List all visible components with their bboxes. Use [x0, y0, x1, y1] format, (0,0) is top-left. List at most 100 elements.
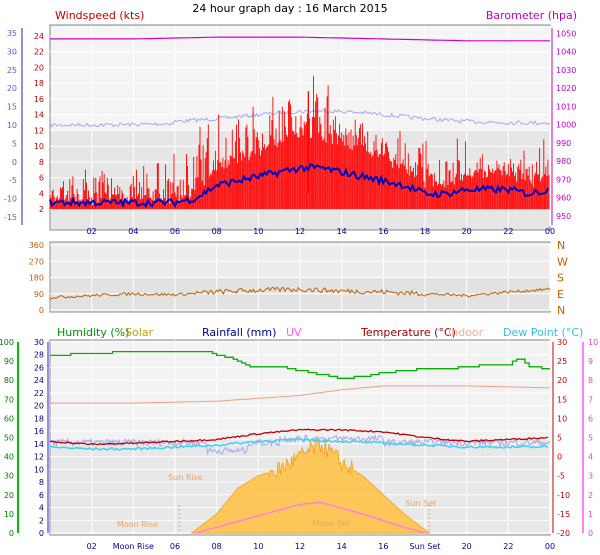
humidity-tick-label: 60	[4, 414, 14, 423]
legend-uv: UV	[286, 326, 302, 339]
temperature-axis: -20 -15 -10 -5 0 5 10 15 20 25 30	[552, 338, 570, 538]
astronomy-label: Sun Rise	[168, 473, 203, 482]
windspeed-tick-label: 10	[34, 142, 44, 151]
uv-tick-label: 7	[588, 395, 593, 404]
hour-tick-label: 16	[378, 542, 388, 551]
uv-tick-label: 1	[588, 510, 593, 519]
windspeed-tick-label: 14	[34, 111, 44, 120]
astronomy-annotations: Sun Rise Moon Rise Moon Set Sun Set	[117, 473, 436, 533]
compass-tick-label: S	[557, 272, 564, 285]
windspeed-tick-label: 20	[34, 63, 44, 72]
hour-tick-label: 14	[337, 227, 347, 236]
barometer-tick-label: 950	[556, 212, 571, 221]
hour-tick-label: 02	[87, 227, 97, 236]
windspeed-tick-label: 16	[34, 95, 44, 104]
compass-tick-label: N	[557, 304, 565, 317]
legend-solar: Solar	[125, 326, 154, 339]
windspeed-tick-label: 24	[34, 32, 44, 41]
windspeed-tick-label: 6	[39, 174, 44, 183]
wind-series	[49, 36, 551, 210]
hour-tick-label: 16	[378, 227, 388, 236]
outer-tick-label: 30	[7, 47, 17, 56]
rainfall-tick-label: 28	[34, 351, 44, 360]
direction-series	[50, 286, 551, 300]
weather-series	[49, 350, 551, 534]
barometer-axis-label: Barometer (hpa)	[486, 9, 577, 22]
humidity-tick-label: 90	[4, 357, 14, 366]
barometer-tick-label: 990	[556, 139, 571, 148]
temperature-tick-label: 10	[557, 414, 567, 423]
uv-tick-label: 0	[588, 529, 593, 538]
hour-tick-label: 12	[295, 542, 305, 551]
outer-axis-trace	[49, 109, 551, 128]
temperature-tick-label: 30	[557, 338, 567, 347]
direction-tick-label: 0	[39, 306, 44, 315]
rainfall-tick-label: 2	[39, 516, 44, 525]
barometer-line	[50, 36, 550, 42]
hour-tick-label: 22	[503, 227, 513, 236]
barometer-tick-label: 1000	[556, 121, 576, 130]
outer-tick-label: 25	[7, 66, 17, 75]
indoor-temperature-line	[50, 385, 551, 404]
hour-tick-label: 12	[295, 227, 305, 236]
direction-panel-grid	[50, 243, 551, 311]
rainfall-tick-label: 26	[34, 363, 44, 372]
windspeed-tick-label: 2	[39, 205, 44, 214]
barometer-tick-label: 1030	[556, 66, 576, 75]
hour-tick-label: 04	[128, 227, 138, 236]
rainfall-tick-label: 4	[39, 504, 44, 513]
temperature-tick-label: -10	[557, 491, 570, 500]
rainfall-tick-label: 16	[34, 427, 44, 436]
outer-tick-label: -15	[4, 213, 17, 222]
hour-tick-label: 20	[462, 542, 472, 551]
hour-tick-label: Sun Set	[410, 542, 441, 551]
outer-axis: -15 -10 -5 0 5 10 15 20 25 30 35	[4, 28, 23, 225]
barometer-tick-label: 1050	[556, 29, 576, 38]
windspeed-tick-label: 12	[34, 126, 44, 135]
hour-tick-label: 18	[420, 227, 430, 236]
uv-tick-label: 4	[588, 453, 593, 462]
hour-tick-label: 06	[170, 227, 180, 236]
direction-tick-label: 270	[29, 257, 44, 266]
windspeed-tick-label: 18	[34, 79, 44, 88]
outer-tick-label: 15	[7, 103, 17, 112]
legend-humidity: Humidity (%)	[57, 326, 129, 339]
temperature-tick-label: 25	[557, 357, 567, 366]
rainfall-tick-label: 22	[34, 389, 44, 398]
uv-tick-label: 5	[588, 434, 593, 443]
humidity-tick-label: 40	[4, 453, 14, 462]
uv-tick-label: 10	[588, 338, 598, 347]
hour-tick-label: 02	[87, 542, 97, 551]
solar-area	[190, 435, 431, 534]
dew-point-line	[49, 437, 549, 451]
uv-line	[195, 501, 426, 534]
barometer-axis: 950 960 970 980 990 1000 1010 1020 1030 1040 1050	[551, 28, 576, 225]
astronomy-label: Moon Set	[313, 519, 350, 528]
barometer-tick-label: 980	[556, 157, 571, 166]
outer-tick-label: -5	[9, 176, 17, 185]
temperature-tick-label: 15	[557, 395, 567, 404]
windspeed-axis-label: Windspeed (kts)	[55, 9, 144, 22]
uv-axis: 0 1 2 3 4 5 6 7 8 9 10	[582, 338, 598, 538]
temperature-tick-label: 0	[557, 453, 562, 462]
legend-rainfall: Rainfall (mm)	[202, 326, 276, 339]
rainfall-tick-label: 0	[39, 529, 44, 538]
humidity-tick-label: 20	[4, 491, 14, 500]
temperature-line	[49, 428, 549, 446]
legend-dewpoint: Dew Point (°C)	[503, 326, 583, 339]
humidity-tick-label: 80	[4, 376, 14, 385]
direction-degree-axis: 0 90 180 270 360	[29, 241, 44, 315]
uv-tick-label: 6	[588, 414, 593, 423]
direction-tick-label: 90	[34, 290, 44, 299]
humidity-tick-label: 100	[0, 338, 14, 347]
uv-tick-label: 9	[588, 357, 593, 366]
windspeed-tick-label: 8	[39, 158, 44, 167]
humidity-tick-label: 10	[4, 510, 14, 519]
rainfall-tick-label: 8	[39, 478, 44, 487]
astronomy-label: Moon Rise	[117, 520, 158, 529]
rainfall-tick-label: 30	[34, 338, 44, 347]
